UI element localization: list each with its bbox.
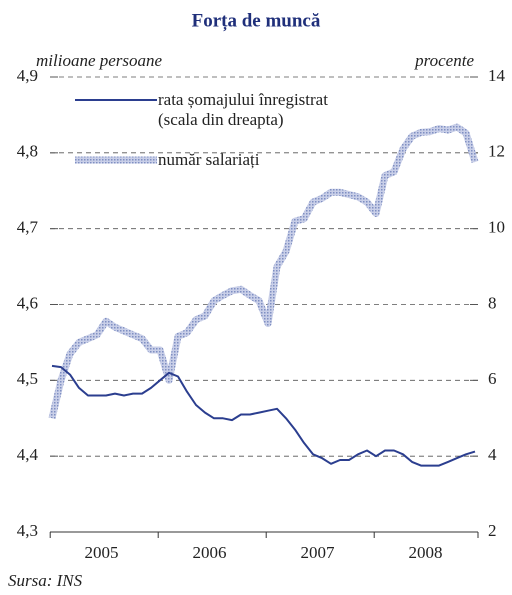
y2-tick-label: 2	[488, 521, 497, 540]
series-line	[48, 123, 479, 420]
x-tick-label: 2007	[301, 543, 336, 562]
y2-tick-label: 6	[488, 369, 497, 388]
x-tick-label: 2008	[409, 543, 443, 562]
y-tick-label: 4,4	[17, 445, 39, 464]
chart-title: Forța de muncă	[192, 10, 321, 31]
y2-tick-label: 12	[488, 142, 505, 161]
y-tick-label: 4,7	[17, 218, 39, 237]
y-tick-label: 4,6	[17, 293, 38, 312]
source: Sursa: INS	[8, 571, 83, 590]
legend-label: rata șomajului înregistrat (scala din dr…	[158, 90, 328, 129]
x-tick-label: 2006	[193, 543, 227, 562]
y-tick-label: 4,3	[17, 521, 38, 540]
series-line	[51, 364, 476, 467]
legend-label: număr salariați	[158, 150, 260, 169]
y-tick-label: 4,5	[17, 369, 38, 388]
y2-tick-label: 8	[488, 293, 497, 312]
y2-tick-label: 10	[488, 218, 505, 237]
y2-axis-label: procente	[414, 51, 474, 70]
y-tick-label: 4,8	[17, 142, 38, 161]
y2-tick-label: 4	[488, 445, 497, 464]
y-tick-label: 4,9	[17, 66, 38, 85]
y2-tick-label: 14	[488, 66, 506, 85]
y-axis-label: milioane persoane	[36, 51, 163, 70]
x-tick-label: 2005	[85, 543, 119, 562]
